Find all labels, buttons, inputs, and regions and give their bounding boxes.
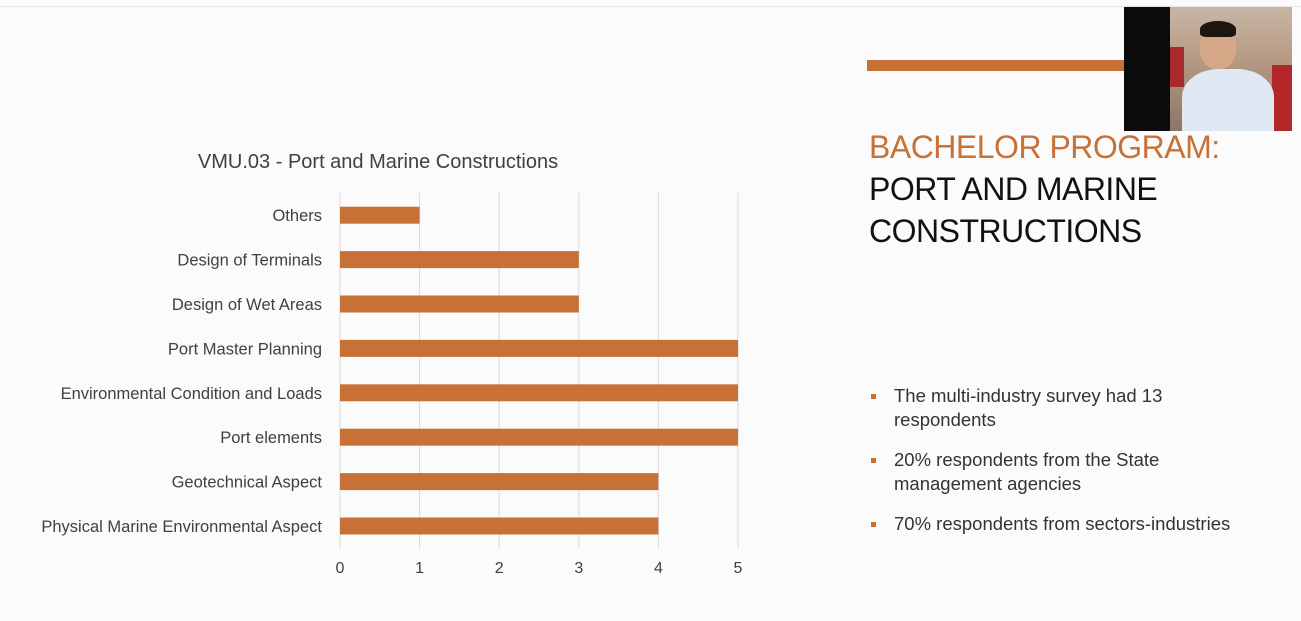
category-label: Others [272,207,322,225]
category-label: Environmental Condition and Loads [61,385,322,403]
category-label: Geotechnical Aspect [172,474,323,492]
bar [340,295,579,313]
webcam-person-hair [1200,21,1236,37]
heading-line-3: CONSTRUCTIONS [869,213,1142,249]
chart-title: VMU.03 - Port and Marine Constructions [198,151,558,173]
bar [340,517,659,535]
bar-chart: VMU.03 - Port and Marine Constructions O… [41,151,743,577]
x-tick-label: 1 [415,560,424,577]
webcam-person-body [1182,69,1274,131]
category-label: Port Master Planning [168,340,322,358]
bullet-marker-icon [871,394,876,399]
webcam-chair [1272,65,1292,131]
category-label: Design of Terminals [177,252,322,270]
bar [340,206,420,224]
heading-line-1: BACHELOR PROGRAM: [869,129,1220,165]
chart-category-labels: Others Design of Terminals Design of Wet A… [41,207,322,536]
bullet-text: 70% respondents from sectors-industries [894,513,1231,534]
top-divider [0,6,1301,7]
bar [340,384,738,402]
heading-line-2: PORT AND MARINE [869,171,1158,207]
slide-heading: BACHELOR PROGRAM: PORT AND MARINE CONSTR… [869,126,1289,252]
x-tick-label: 0 [336,560,345,577]
bar [340,428,738,446]
category-label: Physical Marine Environmental Aspect [41,518,322,536]
bar [340,251,579,269]
chart-bars [340,206,738,535]
bullet-marker-icon [871,458,876,463]
bullet-marker-icon [871,522,876,527]
bullet-item: 70% respondents from sectors-industries [868,512,1248,536]
chart-gridlines [339,193,739,549]
accent-bar [867,60,1127,71]
bullet-text: The multi-industry survey had 13 respond… [894,385,1163,430]
bullet-item: The multi-industry survey had 13 respond… [868,384,1248,432]
chart-x-tick-labels: 0 1 2 3 4 5 [336,560,743,577]
bullet-text: 20% respondents from the State managemen… [894,449,1160,494]
bar [340,339,738,357]
bullet-item: 20% respondents from the State managemen… [868,448,1248,496]
webcam-overlay[interactable] [1124,7,1292,131]
category-label: Design of Wet Areas [172,296,322,314]
x-tick-label: 5 [734,560,743,577]
x-tick-label: 3 [574,560,583,577]
webcam-chair [1170,47,1184,87]
bullet-list: The multi-industry survey had 13 respond… [868,384,1248,552]
x-tick-label: 4 [654,560,663,577]
bar [340,473,659,491]
x-tick-label: 2 [495,560,504,577]
category-label: Port elements [220,429,322,447]
